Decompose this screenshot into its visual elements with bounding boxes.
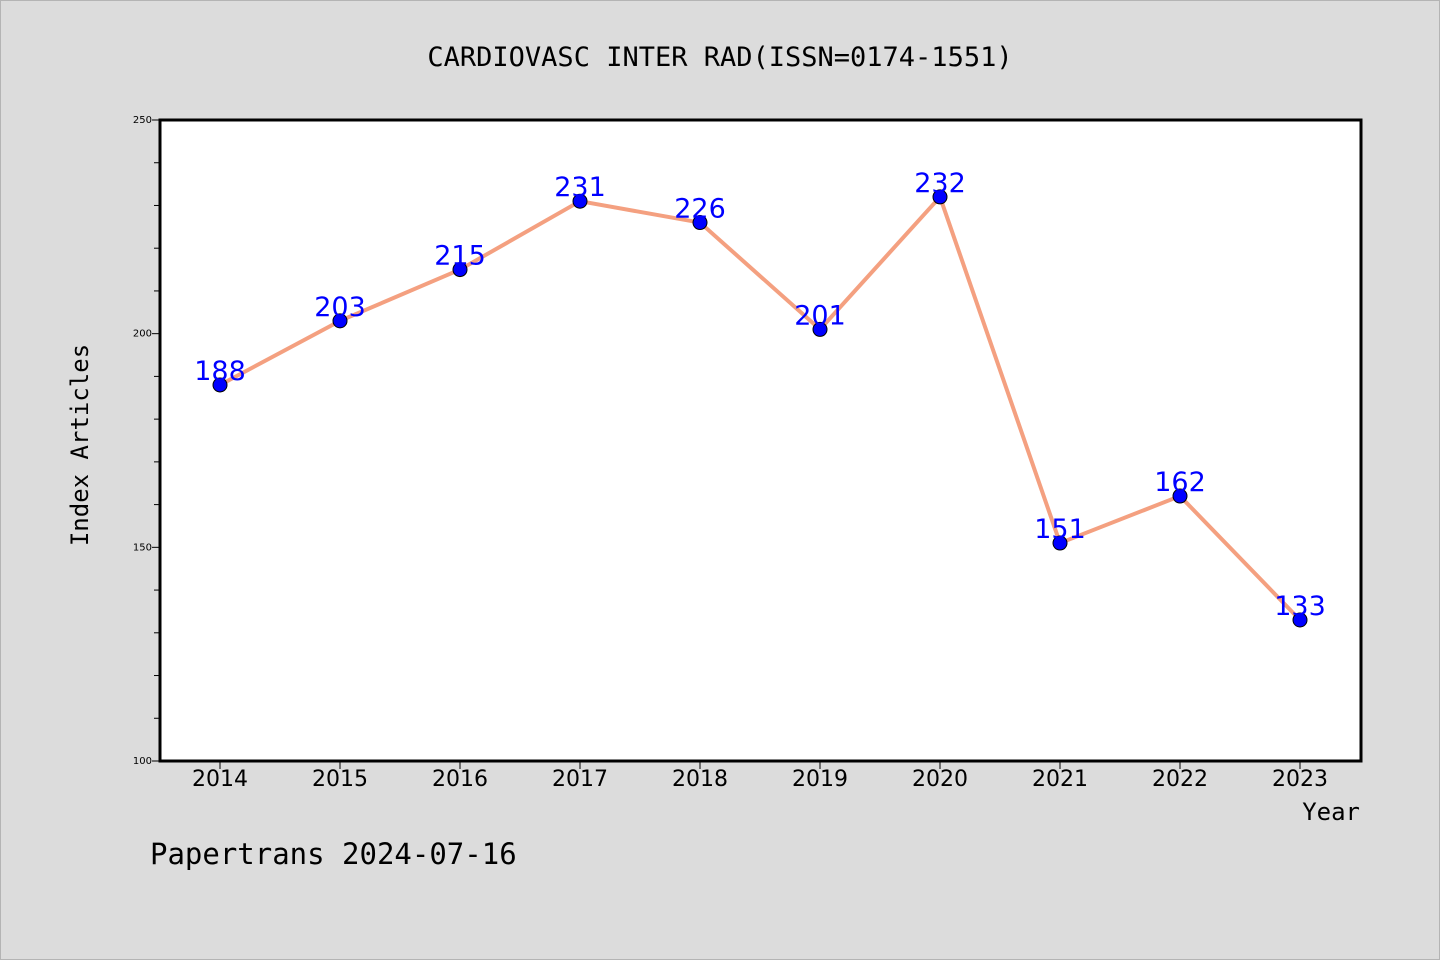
- x-tick-label: 2015: [312, 767, 368, 792]
- y-tick-label: 250: [133, 115, 152, 126]
- data-point: [452, 262, 468, 278]
- data-point: [212, 377, 228, 393]
- data-point: [1292, 612, 1308, 628]
- plot-area: [158, 118, 1363, 763]
- data-point: [572, 193, 588, 209]
- x-tick-label: 2016: [432, 767, 488, 792]
- y-tick-label: 200: [133, 329, 152, 340]
- data-label: 226: [674, 194, 726, 225]
- x-tick-label: 2017: [552, 767, 608, 792]
- x-tick-label: 2019: [792, 767, 848, 792]
- data-label: 151: [1034, 514, 1086, 545]
- x-axis: 2014 2015 2016 2017 2018 2019 2020 2021 2022 2023: [192, 761, 1328, 792]
- data-labels: 188 203 215 231 226 201 232 151 162 133: [194, 168, 1326, 622]
- chart-title: CARDIOVASC INTER RAD(ISSN=0174-1551): [427, 42, 1012, 73]
- y-tick-label: 150: [133, 542, 152, 553]
- x-tick-label: 2023: [1272, 767, 1328, 792]
- data-markers: [212, 189, 1308, 628]
- data-point: [332, 313, 348, 329]
- data-point: [812, 321, 828, 337]
- data-label: 203: [314, 292, 366, 323]
- data-label: 232: [914, 168, 966, 199]
- x-tick-label: 2022: [1152, 767, 1208, 792]
- series-line: [219, 194, 1302, 622]
- x-axis-label: Year: [1302, 798, 1360, 826]
- x-tick-label: 2020: [912, 767, 968, 792]
- x-tick-label: 2021: [1032, 767, 1088, 792]
- data-point: [1172, 488, 1188, 504]
- data-label: 188: [194, 356, 246, 387]
- y-tick-label: 100: [133, 756, 152, 767]
- data-label: 162: [1154, 467, 1206, 498]
- x-tick-label: 2014: [192, 767, 248, 792]
- data-point: [932, 189, 948, 205]
- watermark: Papertrans 2024-07-16: [150, 837, 517, 871]
- y-axis: 100 150 200 250: [133, 115, 160, 767]
- data-label: 215: [434, 241, 486, 272]
- data-point: [1052, 535, 1068, 551]
- y-axis-label: Index Articles: [66, 344, 94, 546]
- data-point: [692, 215, 708, 231]
- data-label: 201: [794, 300, 846, 331]
- x-tick-label: 2018: [672, 767, 728, 792]
- data-label: 133: [1274, 591, 1326, 622]
- data-label: 231: [554, 172, 606, 203]
